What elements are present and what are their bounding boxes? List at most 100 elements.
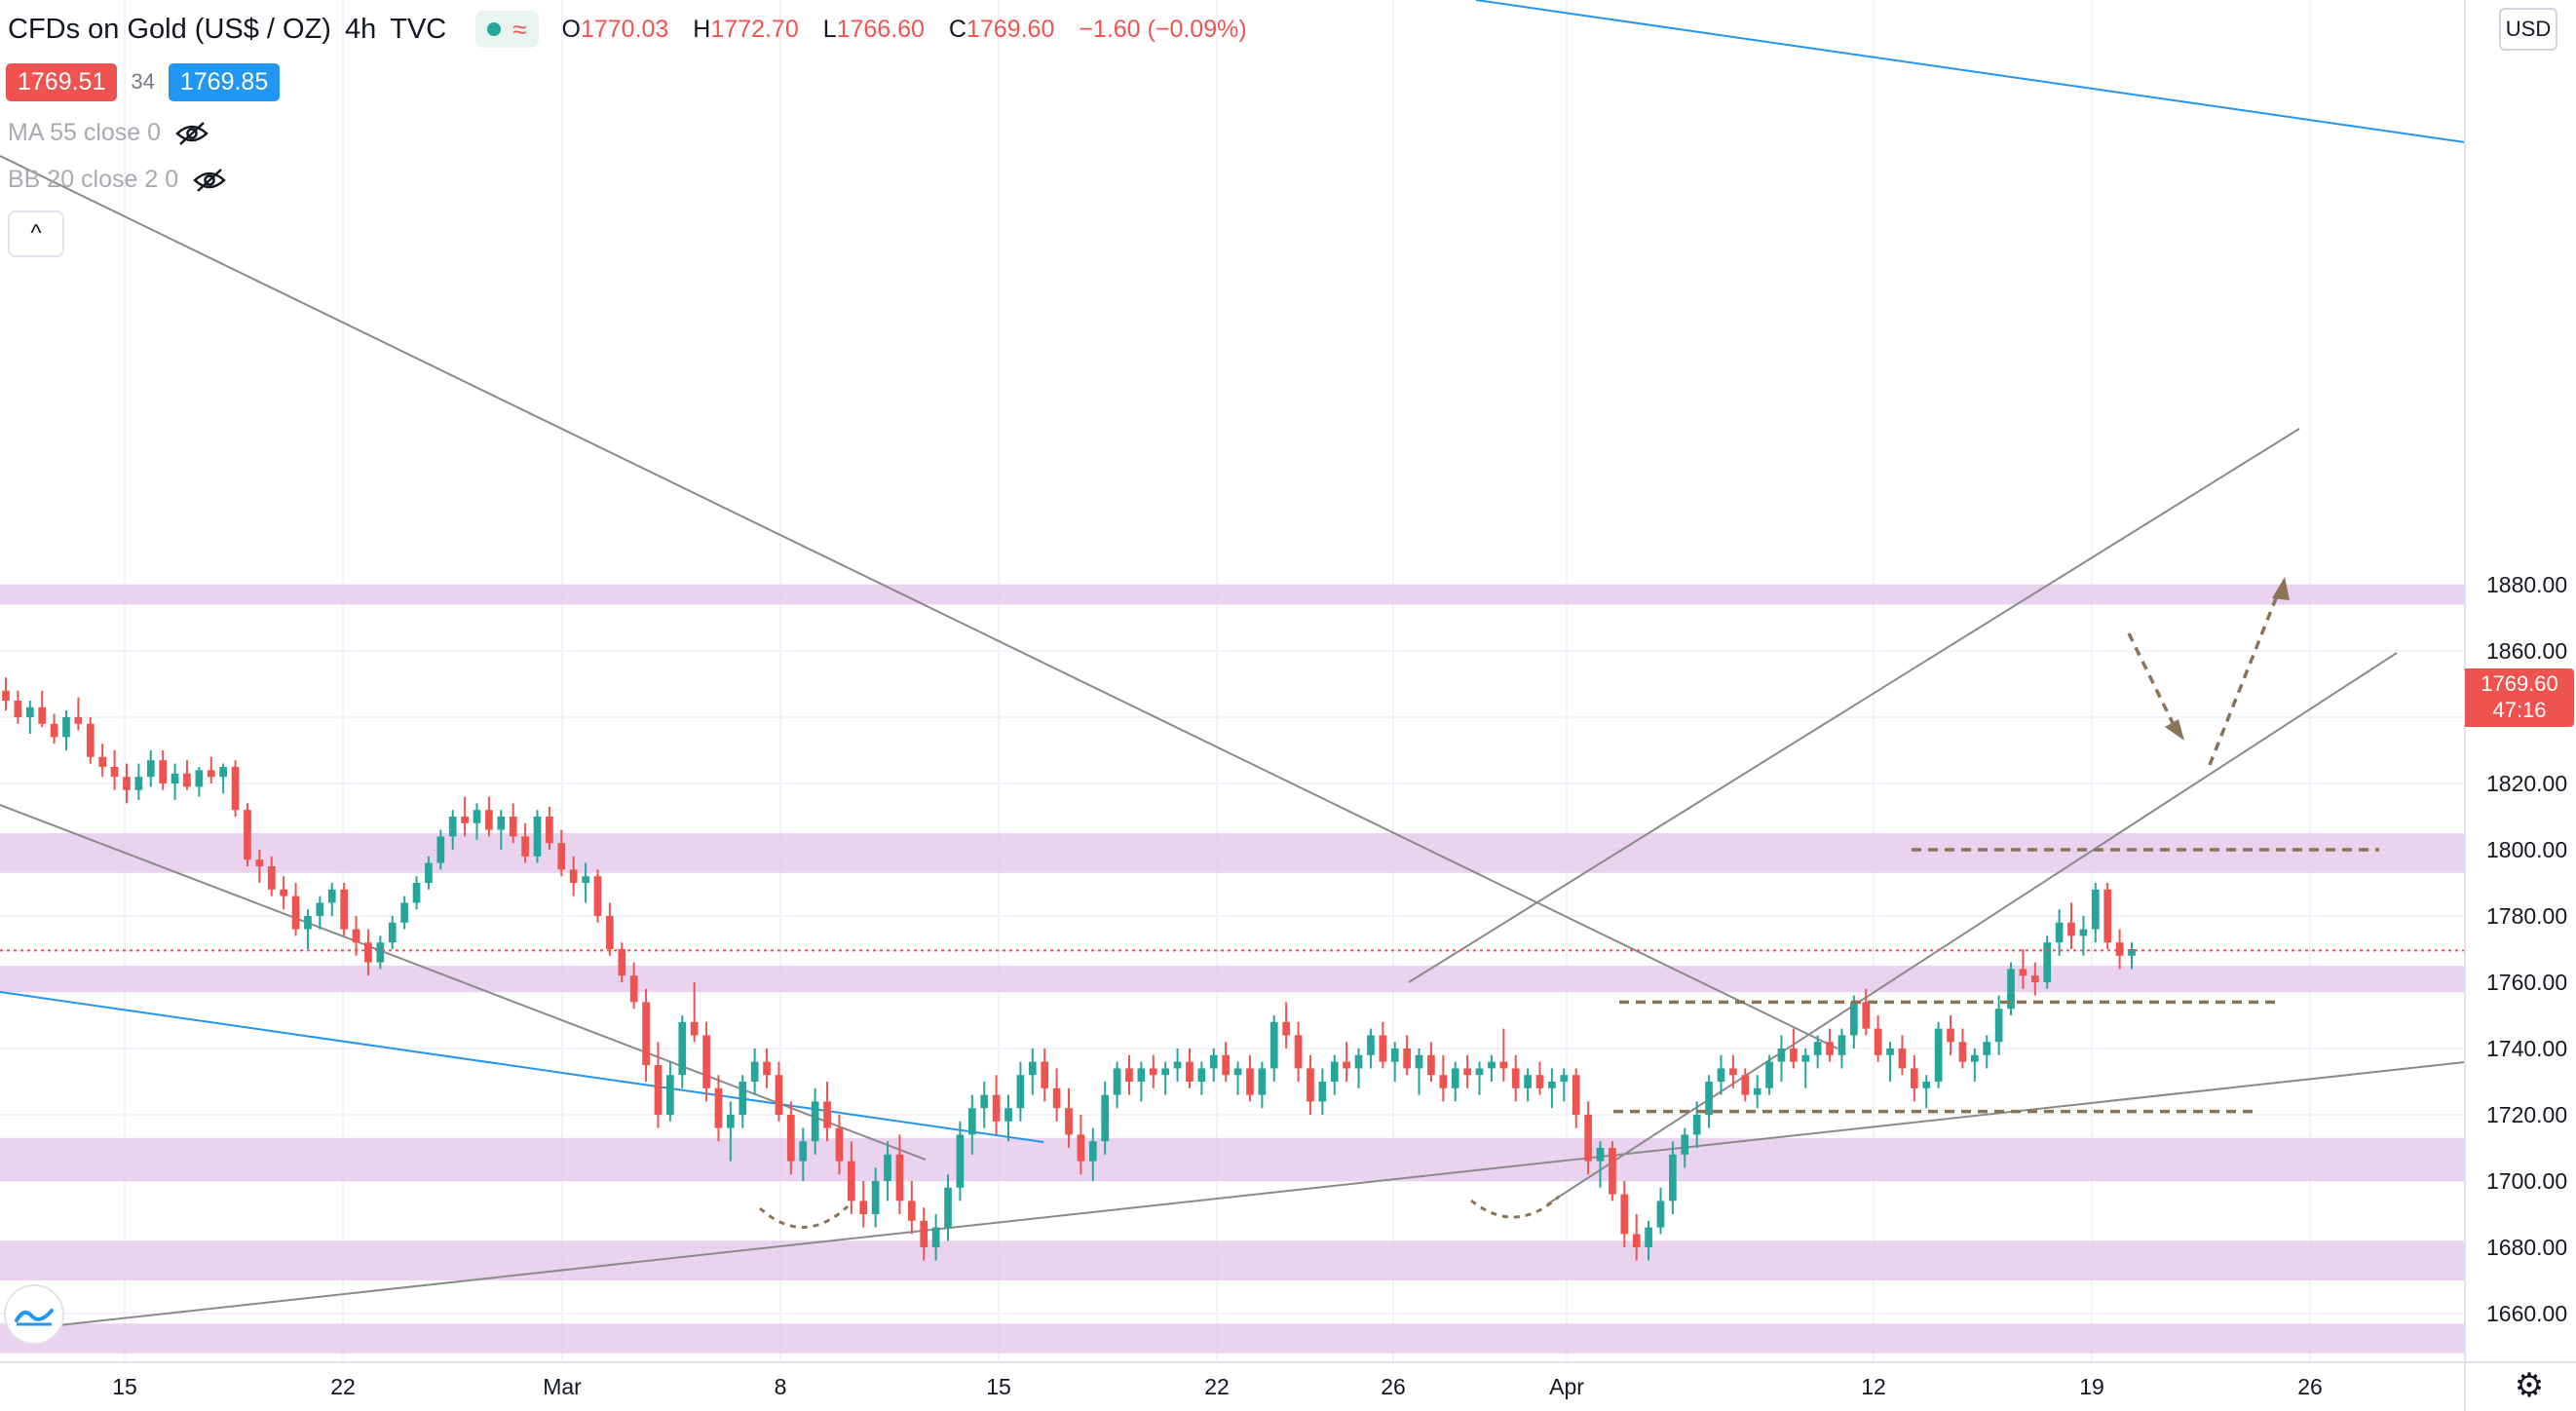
candle-body xyxy=(1609,1148,1616,1195)
candle-body xyxy=(1041,1061,1049,1088)
candle-body xyxy=(690,1021,699,1036)
candle-body xyxy=(533,817,542,857)
chevron-up-icon: ^ xyxy=(30,220,42,247)
candle-body xyxy=(134,777,143,790)
candle-body xyxy=(557,843,566,870)
open-value: 1770.03 xyxy=(580,15,669,43)
candle-body xyxy=(327,889,336,903)
time-tick-label: 15 xyxy=(986,1374,1011,1399)
candle-body xyxy=(364,942,372,963)
candle-body xyxy=(629,975,638,1003)
time-tick-label: Mar xyxy=(543,1374,582,1399)
candle-body xyxy=(1813,1042,1822,1055)
indicator-bb[interactable]: BB 20 close 2 0 xyxy=(8,166,227,194)
candle-body xyxy=(823,1101,831,1128)
candle-body xyxy=(1826,1042,1834,1055)
candle-body xyxy=(1922,1082,1931,1088)
candle-body xyxy=(110,767,119,778)
candle-body xyxy=(727,1115,735,1128)
candle-body xyxy=(2103,889,2112,943)
buy-button[interactable]: 1769.85 xyxy=(168,62,281,101)
candle-body xyxy=(1741,1075,1750,1095)
candle-body xyxy=(1511,1068,1520,1088)
candle-body xyxy=(1439,1075,1448,1088)
candle-body xyxy=(146,760,155,778)
candle-body xyxy=(1016,1075,1025,1109)
candle-body xyxy=(1077,1134,1085,1162)
candle-body xyxy=(582,876,589,883)
price-tick-label: 1880.00 xyxy=(2486,572,2568,597)
time-tick-label: 19 xyxy=(2079,1374,2104,1399)
candle-body xyxy=(967,1108,976,1135)
candle-body xyxy=(895,1154,904,1201)
legend-header: CFDs on Gold (US$ / OZ) 4h TVC ≈ O1770.0… xyxy=(8,8,1247,51)
candle-body xyxy=(1379,1035,1387,1062)
candle-body xyxy=(2091,889,2100,930)
candle-body xyxy=(593,876,602,916)
candle-body xyxy=(412,883,421,903)
candle-body xyxy=(448,817,457,837)
market-status-pill[interactable]: ≈ xyxy=(475,11,539,48)
candle-body xyxy=(1572,1075,1580,1115)
last-price-value: 1769.60 xyxy=(2481,671,2558,696)
collapse-legend-button[interactable]: ^ xyxy=(8,210,64,257)
support-resistance-zone xyxy=(0,1240,2465,1280)
candle-body xyxy=(183,773,191,787)
candle-body xyxy=(546,817,553,844)
candle-body xyxy=(1596,1148,1605,1162)
indicator-ma-label: MA 55 close 0 xyxy=(8,119,162,146)
tradingview-logo[interactable] xyxy=(4,1284,64,1345)
candle-body xyxy=(2079,929,2088,936)
price-tick-label: 1720.00 xyxy=(2486,1102,2568,1127)
candle-body xyxy=(1934,1028,1943,1082)
candle-body xyxy=(1475,1068,1484,1076)
candle-body xyxy=(1548,1082,1556,1088)
candle-body xyxy=(1233,1068,1242,1076)
candle-body xyxy=(1535,1075,1544,1088)
candle-body xyxy=(1524,1075,1532,1088)
bottom-arc xyxy=(759,1204,850,1229)
candle-body xyxy=(1705,1082,1713,1115)
support-resistance-zone xyxy=(0,585,2465,605)
candle-body xyxy=(606,916,614,949)
sell-button[interactable]: 1769.51 xyxy=(6,62,118,101)
candle-body xyxy=(207,770,215,778)
arrowhead-icon xyxy=(2165,719,2184,741)
candle-body xyxy=(98,756,107,767)
hidden-eye-icon[interactable] xyxy=(174,120,209,147)
candle-body xyxy=(2,690,10,701)
trendline xyxy=(0,155,1838,1049)
candle-body xyxy=(1149,1068,1157,1076)
price-tick-label: 1700.00 xyxy=(2486,1168,2568,1194)
trendline xyxy=(1408,428,2300,983)
candle-body xyxy=(255,859,264,866)
trade-panel: 1769.51 34 1769.85 xyxy=(6,60,281,103)
currency-button[interactable]: USD xyxy=(2499,8,2557,51)
data-delay-icon: ≈ xyxy=(512,14,527,44)
candle-body xyxy=(1294,1035,1303,1069)
gear-icon[interactable]: ⚙ xyxy=(2514,1367,2545,1404)
interval-label[interactable]: 4h xyxy=(344,13,377,45)
candle-body xyxy=(521,836,529,857)
candle-body xyxy=(618,949,626,976)
candle-body xyxy=(1258,1068,1267,1095)
candle-body xyxy=(666,1075,674,1115)
market-open-dot-icon xyxy=(487,22,502,36)
candle-body xyxy=(931,1227,940,1247)
hidden-eye-icon[interactable] xyxy=(192,167,227,194)
support-resistance-zone xyxy=(0,1323,2465,1354)
price-tick-label: 1740.00 xyxy=(2486,1036,2568,1061)
candle-body xyxy=(1390,1049,1399,1062)
candle-body xyxy=(1801,1054,1810,1062)
indicator-ma[interactable]: MA 55 close 0 xyxy=(8,119,209,147)
close-label: C xyxy=(948,15,966,43)
candle-body xyxy=(2128,949,2136,956)
candle-body xyxy=(1645,1227,1652,1247)
symbol-title[interactable]: CFDs on Gold (US$ / OZ) xyxy=(8,13,331,45)
support-resistance-zone xyxy=(0,833,2465,873)
projection-arrow-up xyxy=(2208,588,2282,766)
candle-body xyxy=(763,1061,771,1076)
arrowhead-icon xyxy=(2272,577,2290,600)
